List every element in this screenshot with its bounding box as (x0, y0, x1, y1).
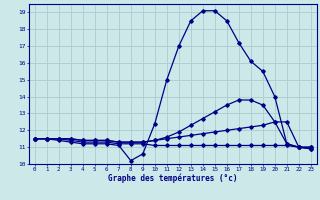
X-axis label: Graphe des températures (°c): Graphe des températures (°c) (108, 174, 237, 183)
